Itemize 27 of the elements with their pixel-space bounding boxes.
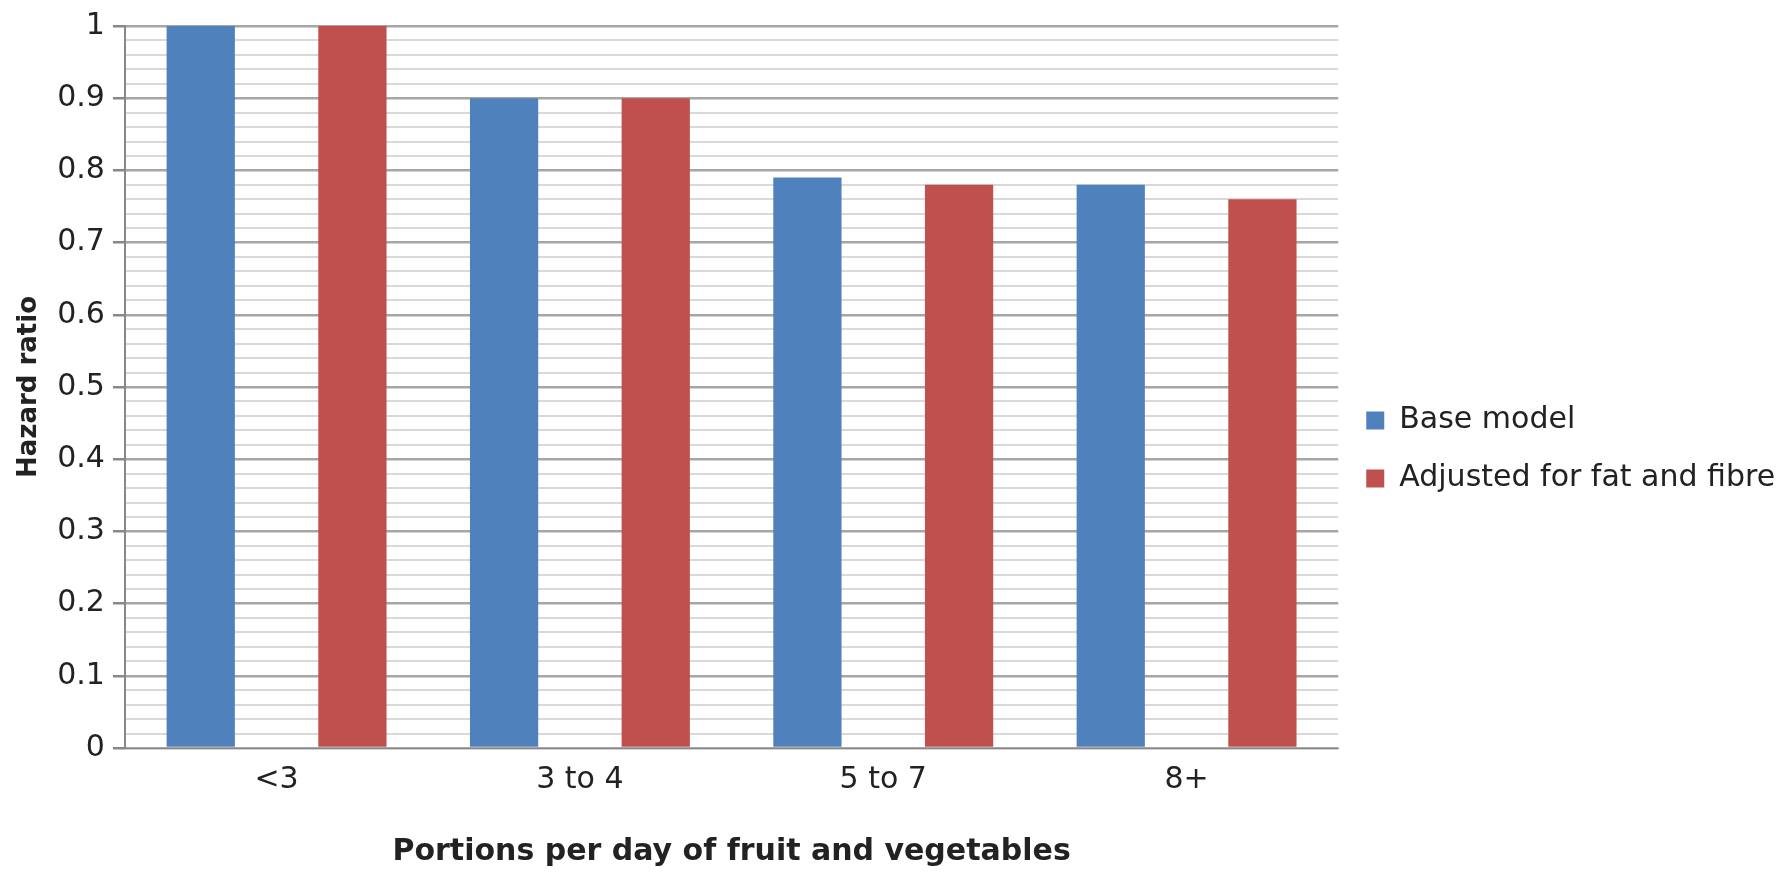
- y-tick-label: 0.1: [57, 655, 105, 691]
- x-axis-title: Portions per day of fruit and vegetables: [392, 831, 1071, 867]
- bar: [1228, 199, 1297, 747]
- y-tick-label: 0.3: [57, 511, 105, 547]
- legend-label: Adjusted for fat and fibre: [1399, 458, 1776, 494]
- y-tick-label: 0.5: [57, 366, 105, 402]
- bar: [924, 184, 994, 747]
- bar: [318, 26, 387, 747]
- x-tick-label: 5 to 7: [839, 759, 927, 795]
- bar: [621, 98, 690, 747]
- y-tick-label: 1: [85, 5, 105, 41]
- bar: [469, 98, 539, 747]
- x-tick-label: <3: [254, 759, 299, 795]
- bar: [1076, 184, 1145, 747]
- x-tick-label: 3 to 4: [536, 759, 624, 795]
- y-tick-label: 0.7: [57, 222, 105, 258]
- y-tick-label: 0: [85, 727, 105, 763]
- y-tick-label: 0.6: [57, 294, 105, 330]
- y-axis-title: Hazard ratio: [12, 295, 43, 479]
- bar: [773, 177, 842, 747]
- legend-label: Base model: [1399, 400, 1576, 436]
- y-tick-label: 0.8: [57, 150, 105, 186]
- y-tick-label: 0.9: [57, 78, 105, 113]
- y-tick-label: 0.4: [57, 439, 105, 474]
- x-tick-label: 8+: [1164, 759, 1209, 795]
- y-tick-label: 0.2: [57, 583, 105, 619]
- bar: [166, 26, 235, 747]
